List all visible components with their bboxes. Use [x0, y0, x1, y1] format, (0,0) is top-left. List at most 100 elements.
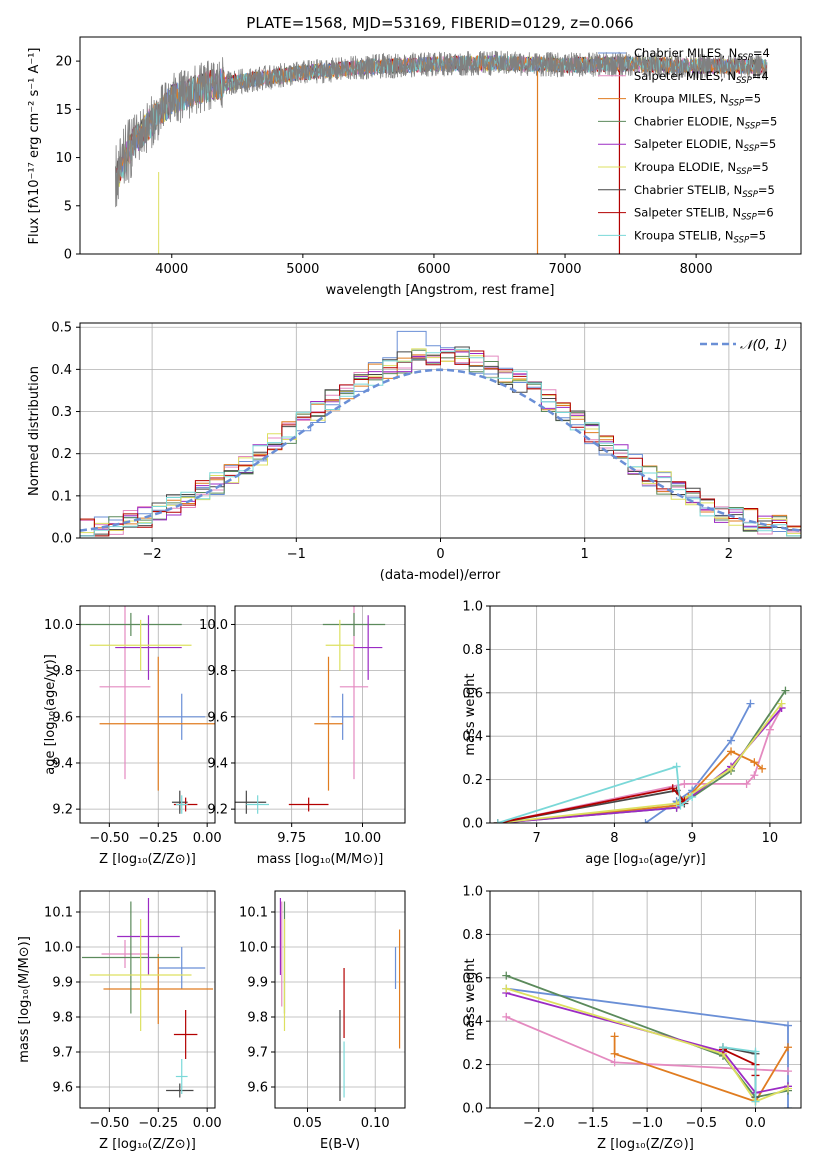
point-marker — [783, 1084, 792, 1093]
xtick-label: 0.05 — [293, 1116, 322, 1131]
figure-title: PLATE=1568, MJD=53169, FIBERID=0129, z=0… — [246, 14, 633, 32]
legend-entry: Kroupa STELIB, NSSP=5 — [634, 228, 766, 245]
observed-spectrum-line — [115, 50, 768, 208]
histogram-legend: 𝒩(0, 1) — [700, 338, 787, 353]
ytick-label: 9.4 — [207, 756, 228, 771]
point-marker — [502, 1012, 511, 1021]
legend-n: =5 — [752, 160, 769, 174]
histogram-steps — [79, 348, 801, 538]
ytick-label: 0.0 — [462, 1102, 483, 1117]
legend-sub: SSP — [737, 53, 753, 63]
histogram-ytick-label: 0.5 — [51, 321, 72, 336]
xlabel: Z [log₁₀(Z/Z⊙)] — [99, 1137, 196, 1152]
legend-sub: SSP — [734, 235, 750, 245]
xtick-label: −0.50 — [89, 831, 129, 846]
panel-frame — [489, 605, 802, 824]
point-marker — [781, 686, 790, 695]
legend-n: =4 — [752, 69, 769, 83]
point-marker — [751, 1097, 760, 1106]
xtick-label: 0.10 — [361, 1116, 390, 1131]
point-marker — [718, 1043, 727, 1052]
xtick-label: 10 — [762, 831, 779, 846]
ytick-label: 10.0 — [239, 941, 268, 956]
spectrum-xtick-label: 5000 — [286, 262, 319, 277]
ytick-label: 0.2 — [462, 1058, 483, 1073]
legend-name: Salpeter ELODIE, N — [634, 137, 744, 151]
xtick-label: 10.00 — [344, 831, 381, 846]
ytick-label: 9.8 — [207, 664, 228, 679]
point-marker — [750, 758, 759, 767]
ytick-label: 9.9 — [52, 976, 73, 991]
spectrum-ytick-label: 0 — [64, 248, 72, 263]
spectrum-xtick-label: 4000 — [155, 262, 188, 277]
xtick-label: −0.5 — [686, 1116, 718, 1131]
ytick-label: 1.0 — [462, 885, 483, 900]
point-marker — [765, 725, 774, 734]
legend-sub: SSP — [729, 99, 745, 109]
panel-frame — [274, 890, 406, 1109]
spectrum-ticks: 4000 5000 6000 7000 8000 0 5 10 15 20 — [55, 55, 712, 277]
mass-weight-line — [497, 765, 693, 823]
legend-sub: SSP — [742, 190, 758, 200]
point-marker — [668, 784, 677, 793]
histogram-ytick-label: 0.2 — [51, 447, 72, 462]
point-marker — [680, 779, 689, 788]
ytick-label: 0.8 — [462, 643, 483, 658]
legend-sub: SSP — [744, 144, 760, 154]
ylabel: mass weight — [463, 673, 478, 755]
xlabel: age [log₁₀(age/yr)] — [585, 852, 706, 867]
point-marker — [727, 764, 736, 773]
legend-entry: Salpeter MILES, NSSP=4 — [634, 69, 769, 86]
point-marker — [783, 1021, 792, 1030]
histogram-xtick-label: 2 — [725, 547, 733, 562]
ytick-label: 10.1 — [44, 906, 73, 921]
point-marker — [610, 1058, 619, 1067]
point-marker — [688, 792, 697, 801]
panel-frame — [489, 890, 802, 1109]
xtick-label: 0.0 — [745, 1116, 766, 1131]
spectrum-xtick-label: 8000 — [680, 262, 713, 277]
spectrum-ytick-label: 10 — [55, 151, 72, 166]
point-marker — [727, 736, 736, 745]
xtick-label: 7 — [533, 831, 541, 846]
point-marker — [777, 699, 786, 708]
histogram-ytick-label: 0.0 — [51, 532, 72, 547]
ytick-label: 9.6 — [207, 710, 228, 725]
legend-name: Chabrier MILES, N — [634, 46, 737, 60]
point-marker — [727, 747, 736, 756]
legend-entry: Salpeter ELODIE, NSSP=5 — [634, 137, 776, 154]
xtick-label: 8 — [610, 831, 618, 846]
spectrum-panel: 4000 5000 6000 7000 8000 0 5 10 15 20 wavelength … — [27, 36, 802, 298]
legend-sub: SSP — [745, 121, 761, 131]
ytick-label: 10.0 — [44, 941, 73, 956]
panel-content — [81, 898, 214, 1098]
gaussian-curve — [79, 368, 802, 532]
mass-weight-line — [497, 750, 763, 823]
legend-n: =4 — [753, 46, 770, 60]
xlabel: mass [log₁₀(M/M⊙)] — [257, 852, 384, 867]
ylabel: mass [log₁₀(M/M⊙)] — [17, 936, 32, 1063]
panel-content — [279, 898, 401, 1101]
point-marker — [742, 779, 751, 788]
spectrum-xtick-label: 7000 — [548, 262, 581, 277]
ytick-label: 0.4 — [462, 1015, 483, 1030]
spectrum-xtick-label: 6000 — [417, 262, 450, 277]
model-spectrum-line — [116, 54, 767, 188]
xlabel: E(B-V) — [320, 1137, 360, 1152]
xtick-label: −1.0 — [631, 1116, 663, 1131]
legend-n: =6 — [757, 206, 774, 220]
legend-sub: SSP — [736, 76, 752, 86]
panel-content — [502, 971, 792, 1108]
panel-frame — [79, 890, 216, 1109]
ytick-label: 0.8 — [462, 928, 483, 943]
age-vs-z-panel: −0.50 −0.25 0.00 9.2 9.4 9.6 9.8 10.0 Z [log₁₀(Z… — [43, 605, 222, 867]
point-marker — [641, 819, 650, 823]
histogram-xlabel: (data-model)/error — [380, 568, 501, 583]
legend-sub: SSP — [736, 167, 752, 177]
ytick-label: 9.4 — [52, 756, 73, 771]
panel-content — [235, 606, 386, 814]
histogram-steps — [79, 350, 801, 538]
histogram-ytick-label: 0.3 — [51, 405, 72, 420]
histogram-xtick-label: −2 — [143, 547, 162, 562]
mass-weight-line — [613, 1036, 789, 1103]
